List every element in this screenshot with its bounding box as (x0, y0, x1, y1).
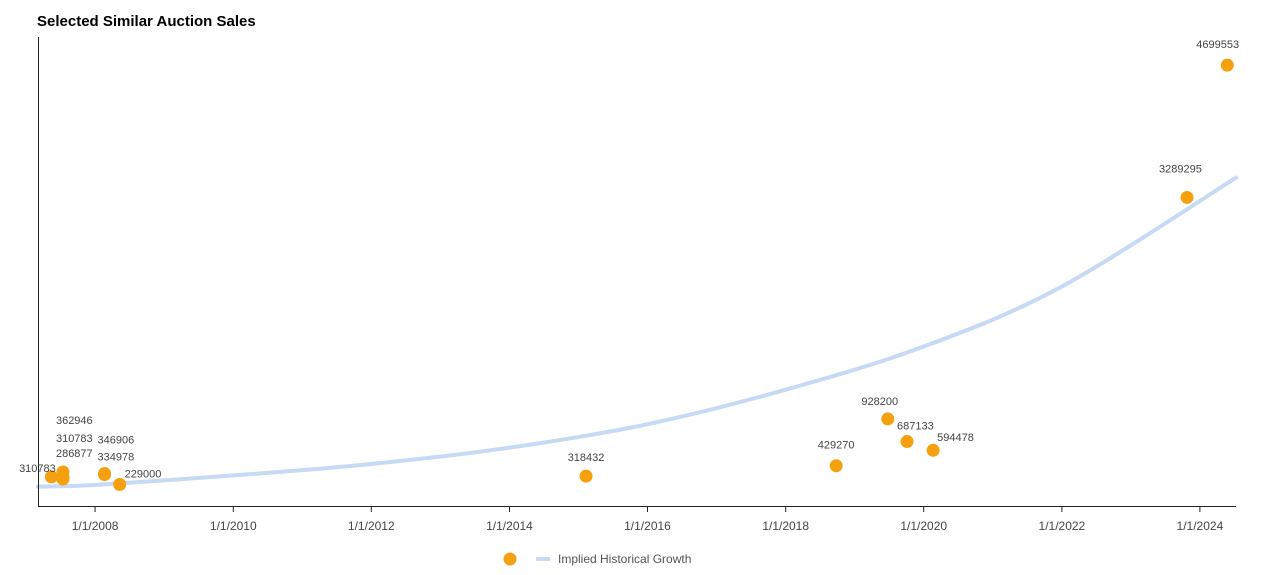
x-tick-label: 1/1/2020 (900, 519, 947, 533)
data-point (98, 468, 112, 482)
data-label: 3289295 (1159, 163, 1202, 175)
data-label: 346906 (98, 434, 135, 446)
data-label: 310783 (56, 433, 93, 445)
data-label: 229000 (125, 469, 162, 481)
x-tick-label: 1/1/2010 (210, 519, 257, 533)
data-label: 318432 (568, 452, 605, 464)
x-tick-label: 1/1/2018 (762, 519, 809, 533)
data-label: 687133 (897, 421, 934, 433)
data-point (44, 470, 58, 484)
data-label: 594478 (937, 432, 974, 444)
data-point (579, 469, 593, 483)
data-label: 928200 (861, 396, 898, 408)
x-tick-label: 1/1/2008 (72, 519, 119, 533)
data-point (56, 472, 70, 486)
data-label: 362946 (56, 415, 93, 427)
data-label: 429270 (818, 440, 855, 452)
data-labels: 3107833629463107832868773469063349782290… (19, 39, 1239, 480)
data-point (829, 459, 843, 473)
data-point (881, 412, 895, 426)
trend-line (36, 175, 1238, 489)
x-tick-label: 1/1/2022 (1039, 519, 1086, 533)
data-label: 310783 (19, 463, 56, 475)
data-point (900, 435, 914, 449)
data-point (926, 443, 940, 457)
data-point (113, 478, 127, 492)
x-tick-label: 1/1/2016 (624, 519, 671, 533)
legend-label-trend: Implied Historical Growth (558, 552, 691, 566)
legend: Implied Historical Growth (503, 552, 691, 566)
data-label: 334978 (98, 452, 135, 464)
data-point (1220, 58, 1234, 72)
data-label: 286877 (56, 448, 93, 460)
data-points (44, 58, 1234, 492)
data-point (1180, 190, 1194, 204)
x-ticks: 1/1/2008 1/1/2010 1/1/2012 1/1/2014 1/1/2016… (72, 506, 1224, 533)
trend-layer (36, 175, 1238, 489)
legend-marker-points (503, 552, 517, 566)
x-tick-label: 1/1/2012 (348, 519, 395, 533)
chart-title: Selected Similar Auction Sales (37, 13, 256, 30)
x-tick-label: 1/1/2014 (486, 519, 533, 533)
x-tick-label: 1/1/2024 (1177, 519, 1224, 533)
data-label: 4699553 (1196, 39, 1239, 51)
